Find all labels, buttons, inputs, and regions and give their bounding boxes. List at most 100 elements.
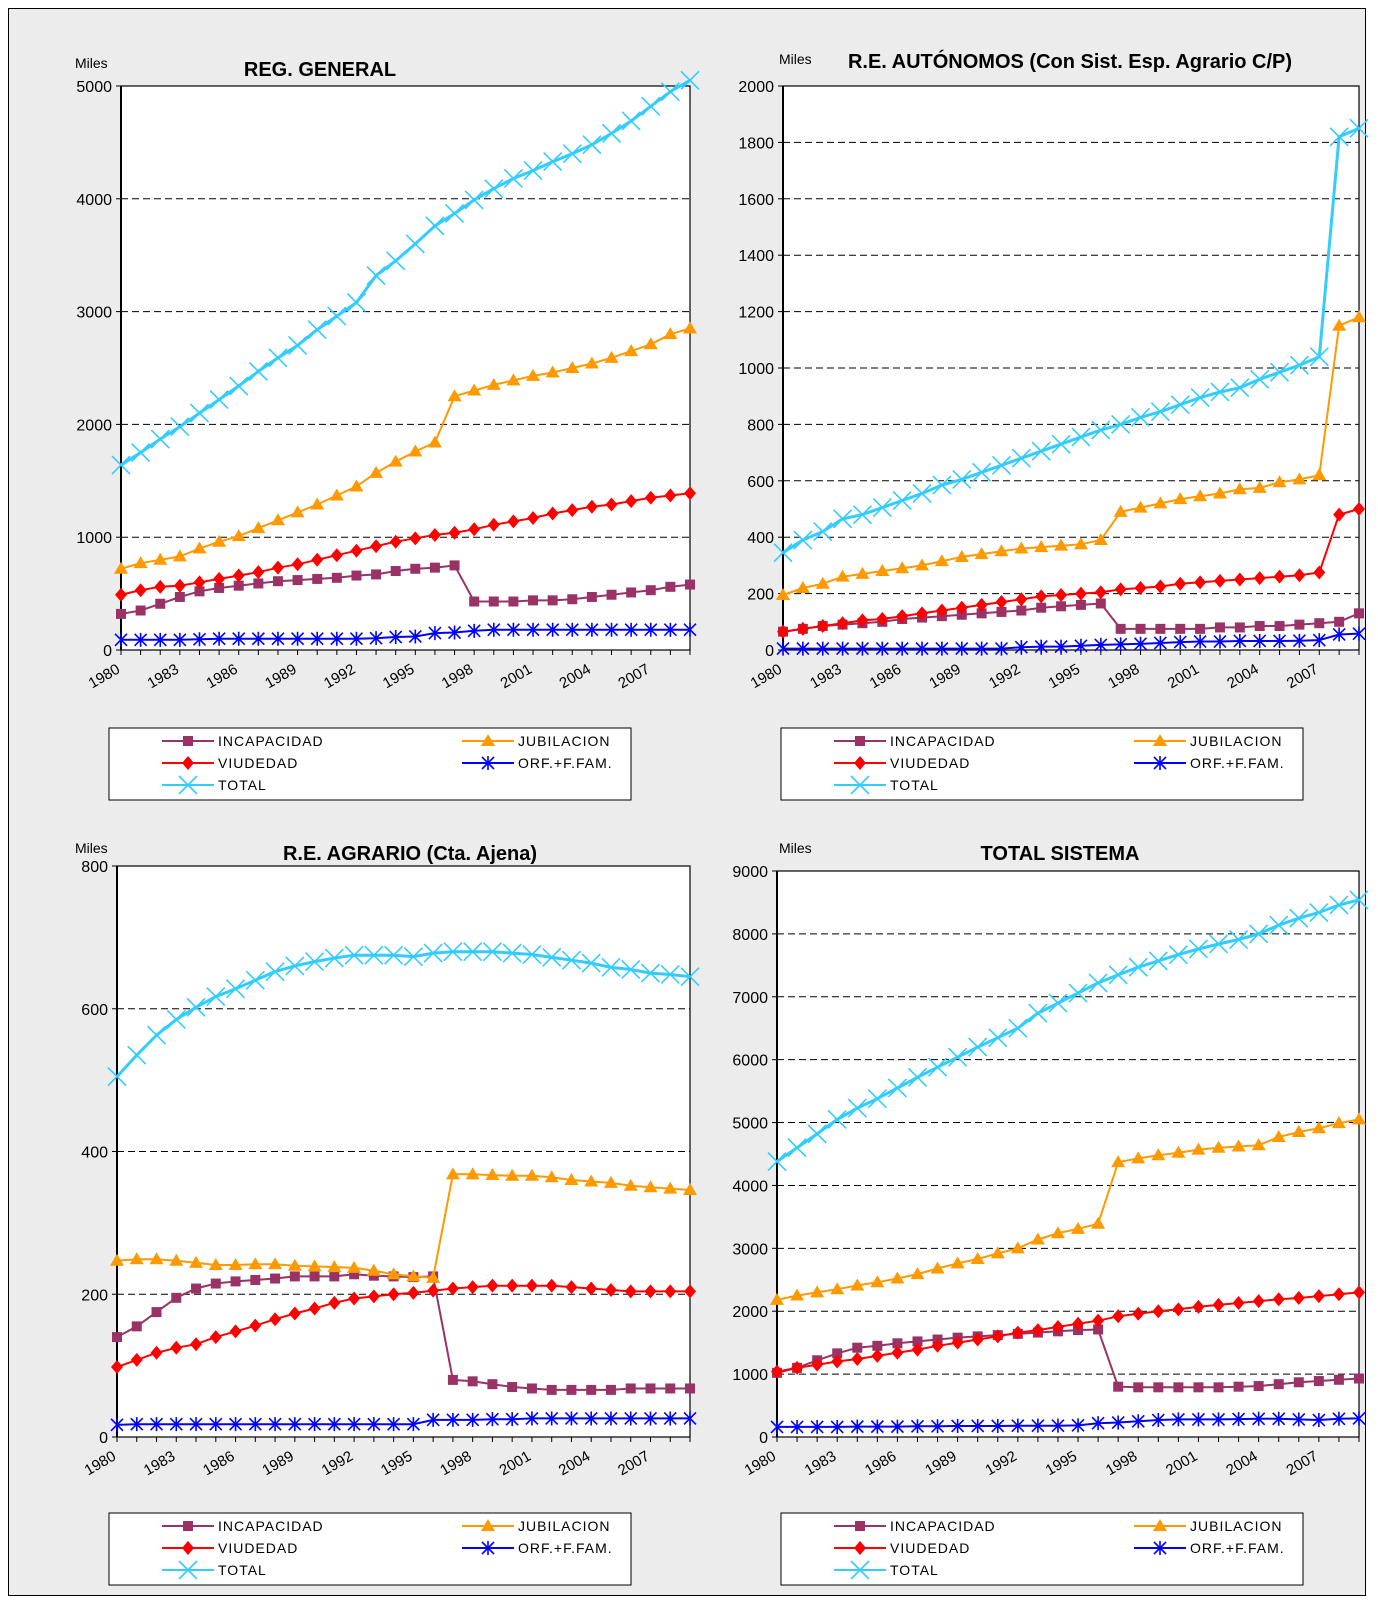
x-tick-label: 1995	[1046, 661, 1083, 692]
data-point	[585, 622, 599, 637]
data-point	[134, 583, 147, 598]
data-point	[1011, 1325, 1024, 1340]
data-point	[683, 1183, 697, 1196]
data-point	[680, 70, 700, 90]
data-point	[1312, 633, 1326, 648]
data-point	[565, 1280, 578, 1295]
data-point	[130, 1352, 143, 1367]
data-point	[910, 1267, 925, 1280]
x-tick-label: 1986	[200, 1448, 237, 1479]
legend-label: JUBILACION	[1190, 1518, 1282, 1534]
data-point	[1014, 640, 1028, 655]
data-point	[1154, 579, 1167, 594]
data-point	[503, 168, 523, 189]
x-tick-label: 1995	[378, 1448, 415, 1479]
data-point	[253, 578, 264, 589]
legend-item: TOTAL	[834, 775, 938, 795]
data-point	[907, 1067, 928, 1087]
data-point	[1233, 633, 1247, 648]
data-point	[663, 327, 678, 340]
legend-swatch-marker	[1153, 1541, 1167, 1555]
data-point	[934, 554, 949, 567]
data-point	[1073, 537, 1088, 550]
data-point	[1010, 1241, 1025, 1254]
data-point	[285, 956, 305, 976]
data-point	[970, 1252, 985, 1265]
data-point	[994, 544, 1009, 557]
data-point	[327, 1417, 341, 1432]
data-point	[446, 1412, 460, 1427]
data-point	[289, 1271, 300, 1282]
data-point	[1054, 538, 1069, 551]
legend-item: JUBILACION	[462, 1518, 609, 1534]
series-orf-f-fam-	[776, 626, 1366, 656]
data-point	[971, 1418, 985, 1433]
data-point	[1091, 1416, 1105, 1431]
data-point	[976, 608, 987, 619]
data-point	[931, 1338, 944, 1353]
data-point	[507, 1382, 518, 1393]
data-point	[150, 429, 170, 449]
data-point	[467, 1376, 478, 1387]
data-point	[1332, 1411, 1346, 1426]
data-point	[189, 1255, 204, 1268]
data-point	[1191, 1142, 1206, 1155]
data-point	[624, 1411, 638, 1426]
data-point	[971, 1332, 984, 1347]
data-point	[505, 1168, 520, 1181]
data-point	[1193, 1382, 1204, 1393]
legend-label: TOTAL	[218, 777, 267, 793]
data-point	[309, 1271, 320, 1282]
data-point	[1213, 1382, 1224, 1393]
data-point	[228, 1417, 243, 1432]
data-point	[601, 957, 621, 977]
series-viudedad	[115, 486, 696, 602]
data-point	[1175, 623, 1186, 634]
y-tick-label: 9000	[732, 864, 768, 881]
data-point	[444, 203, 465, 224]
data-point	[150, 1345, 163, 1360]
x-tick-label: 1980	[748, 661, 785, 692]
data-point	[565, 622, 579, 637]
data-point	[229, 1324, 242, 1339]
data-point	[950, 1256, 965, 1269]
data-point	[603, 1175, 618, 1188]
data-point	[915, 558, 930, 571]
data-point	[111, 455, 131, 475]
data-point	[446, 1281, 459, 1296]
data-point	[192, 541, 207, 554]
series-line	[782, 126, 1360, 554]
data-point	[1094, 637, 1108, 652]
data-point	[1093, 1324, 1104, 1335]
data-point	[927, 1057, 948, 1077]
data-point	[680, 967, 700, 987]
data-point	[189, 403, 210, 423]
legend-item: VIUDEDAD	[162, 1540, 297, 1556]
data-point	[327, 306, 347, 326]
data-point	[1292, 472, 1307, 485]
data-point	[954, 549, 969, 562]
x-tick-label: 1995	[1043, 1448, 1080, 1479]
data-point	[665, 1383, 676, 1394]
data-point	[291, 631, 305, 646]
data-point	[114, 632, 128, 647]
legend-item: VIUDEDAD	[834, 1540, 969, 1556]
data-point	[1272, 1411, 1286, 1426]
data-point	[645, 1383, 656, 1394]
data-point	[621, 111, 641, 131]
data-point	[916, 606, 929, 621]
legend-label: TOTAL	[218, 1562, 267, 1578]
x-tick-label: 1989	[922, 1448, 959, 1479]
data-point	[1074, 586, 1087, 601]
data-point	[469, 596, 480, 607]
data-point	[407, 1285, 420, 1300]
data-point	[290, 505, 305, 518]
data-point	[228, 1257, 243, 1270]
data-point	[245, 970, 265, 990]
data-point	[351, 570, 362, 581]
data-point	[449, 560, 460, 571]
data-point	[1173, 1382, 1184, 1393]
legend-item: JUBILACION	[462, 733, 609, 749]
data-point	[427, 435, 442, 448]
data-point	[1036, 602, 1047, 613]
